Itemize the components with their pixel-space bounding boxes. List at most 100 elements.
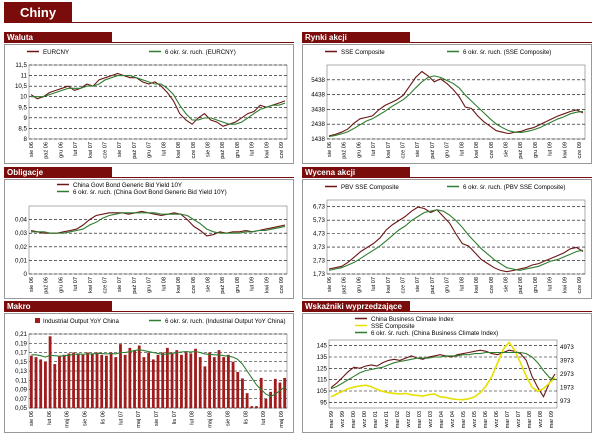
y-tick-label: 0,07 <box>15 396 28 403</box>
y-tick-label: 0,19 <box>15 340 28 347</box>
bar <box>222 357 226 408</box>
bar <box>123 354 127 408</box>
plot-area <box>28 205 288 275</box>
x-tick-label: mar 06 <box>483 411 489 428</box>
x-tick-label: kwi 09 <box>562 277 568 293</box>
panel-divider <box>4 42 294 43</box>
bar <box>104 355 108 408</box>
x-tick-label: paź 06 <box>44 142 50 159</box>
x-tick-label: sie 07 <box>117 277 123 292</box>
chart-frame: 1,73 2,73 3,73 4,73 5,73 6,73 sie 06 paź 06 gru … <box>302 179 592 299</box>
x-tick-label: lut 08 <box>459 277 465 291</box>
x-tick-label: gru 07 <box>147 277 153 293</box>
x-tick-label: kwi 08 <box>176 277 182 293</box>
x-tick-label: lut 09 <box>548 142 554 156</box>
legend-label: 6 okr. śr. ruch. (SSE Composite) <box>463 49 551 56</box>
x-tick-label: cze 07 <box>401 277 407 293</box>
x-tick-label: mar 09 <box>549 411 555 428</box>
x-tick-label: sie 06 <box>327 277 333 292</box>
series-line <box>328 209 584 271</box>
chart-waluta: 8 8,5 9 9,5 10 10,5 11 11,5 sie 06 paź 06 gru 06 lu… <box>15 49 288 159</box>
bar <box>226 354 230 408</box>
bar <box>100 354 104 408</box>
y-tick-label: 0 <box>24 271 28 278</box>
y-tick-label: 0,01 <box>15 257 28 264</box>
x-tick-label: paź 08 <box>518 142 524 159</box>
bar <box>147 352 151 408</box>
chart-obligacje: 0 0,01 0,02 0,03 0,04 sie 06 paź 06 gru 06 lut 0… <box>15 182 288 294</box>
x-tick-label: cze 08 <box>489 277 495 293</box>
bar <box>119 344 122 408</box>
x-tick-label: kwi 07 <box>386 142 392 158</box>
chart-rynki-akcji: 1438 2438 3438 4438 5438 sie 06 paź 06 gru 06 lu… <box>311 49 586 159</box>
page-title: Chiny <box>4 2 72 23</box>
y-tick-label: 2,73 <box>313 258 326 265</box>
x-tick-label: cze 07 <box>103 277 109 293</box>
y-tick-label: 3,73 <box>313 244 326 251</box>
y2-tick-label: 4973 <box>560 344 574 351</box>
bar <box>217 350 221 408</box>
x-tick-label: cze 07 <box>103 142 109 158</box>
x-tick-label: lut 08 <box>161 277 167 291</box>
panel-header: Obligacje <box>4 167 112 178</box>
series-line <box>328 70 584 137</box>
legend-label: 6 okr. śr. ruch. (China Govt Bond Generi… <box>73 189 227 196</box>
x-tick-label: gru 07 <box>445 277 451 293</box>
x-tick-label: wrz 02 <box>406 411 412 428</box>
x-tick-label: lut 07 <box>73 142 79 156</box>
series-line <box>330 341 556 401</box>
bar <box>67 353 71 408</box>
x-tick-label: wrz 05 <box>472 411 478 428</box>
y-tick-label: 0,21 <box>15 331 28 338</box>
bar <box>128 347 132 408</box>
chart-frame: 95 105 115 125 135 145 973 1973 2973 3973 4973 mar … <box>302 313 592 433</box>
chart-frame: 1438 2438 3438 4438 5438 sie 06 paź 06 gru 06 lu… <box>302 44 592 164</box>
x-tick-label: mar 99 <box>329 411 335 428</box>
bar <box>165 347 169 408</box>
y-tick-label: 0,11 <box>15 377 27 384</box>
plot-area <box>326 199 586 275</box>
bar <box>278 382 282 408</box>
x-tick-label: gru 06 <box>58 142 64 158</box>
y-tick-label: 1438 <box>311 136 325 143</box>
panel-wycena-akcji: Wycena akcji 1,73 2,73 3,73 4,73 5,73 6,73 sie… <box>302 167 592 299</box>
x-tick-label: wrz 04 <box>450 411 456 428</box>
bar <box>142 357 146 408</box>
panel-waluta: Waluta 8 8,5 9 9,5 10 10,5 11 11,5 sie 06 paź 06 g… <box>4 32 294 164</box>
y-tick-label: 115 <box>317 377 327 384</box>
x-tick-label: lut 09 <box>250 142 256 156</box>
bar <box>198 357 202 408</box>
x-tick-label: lut 08 <box>459 142 465 156</box>
series-line <box>328 75 584 138</box>
bar <box>156 354 160 408</box>
x-tick-label: wrz 07 <box>516 411 522 428</box>
y-tick-label: 0,17 <box>15 350 28 357</box>
panel-header: Wycena akcji <box>302 167 410 178</box>
x-tick-label: cze 08 <box>191 277 197 293</box>
legend-label: PBV SSE Composite <box>341 184 399 191</box>
x-tick-label: cze 09 <box>279 142 285 158</box>
x-tick-label: paź 08 <box>220 277 226 294</box>
bar <box>81 354 85 408</box>
x-tick-label: cze 09 <box>577 277 583 293</box>
x-tick-label: sie 08 <box>503 142 509 157</box>
bar <box>95 352 99 408</box>
legend-label: Industrial Output YoY China <box>43 318 119 325</box>
x-tick-label: mar 04 <box>439 411 445 428</box>
x-tick-label: lut 07 <box>118 411 124 425</box>
x-tick-label: mar 02 <box>395 411 401 428</box>
legend-swatch <box>35 318 40 323</box>
chart-frame: 0,05 0,07 0,09 0,11 0,13 0,15 0,17 0,19 0,21 sie … <box>4 313 294 433</box>
bar <box>62 354 66 408</box>
x-tick-label: lis 08 <box>243 411 249 424</box>
plot-area <box>28 64 288 140</box>
bar <box>208 352 212 408</box>
bar <box>114 357 118 408</box>
y2-tick-label: 2973 <box>560 371 574 378</box>
chart-wskazniki: 95 105 115 125 135 145 973 1973 2973 3973 4973 mar … <box>317 316 575 428</box>
x-tick-label: cze 09 <box>279 277 285 293</box>
legend-label: 6 okr. śr. ruch. (EURCNY) <box>165 49 236 56</box>
bar <box>283 377 287 408</box>
y-tick-label: 10 <box>20 94 27 101</box>
x-tick-label: sie 06 <box>29 277 35 292</box>
